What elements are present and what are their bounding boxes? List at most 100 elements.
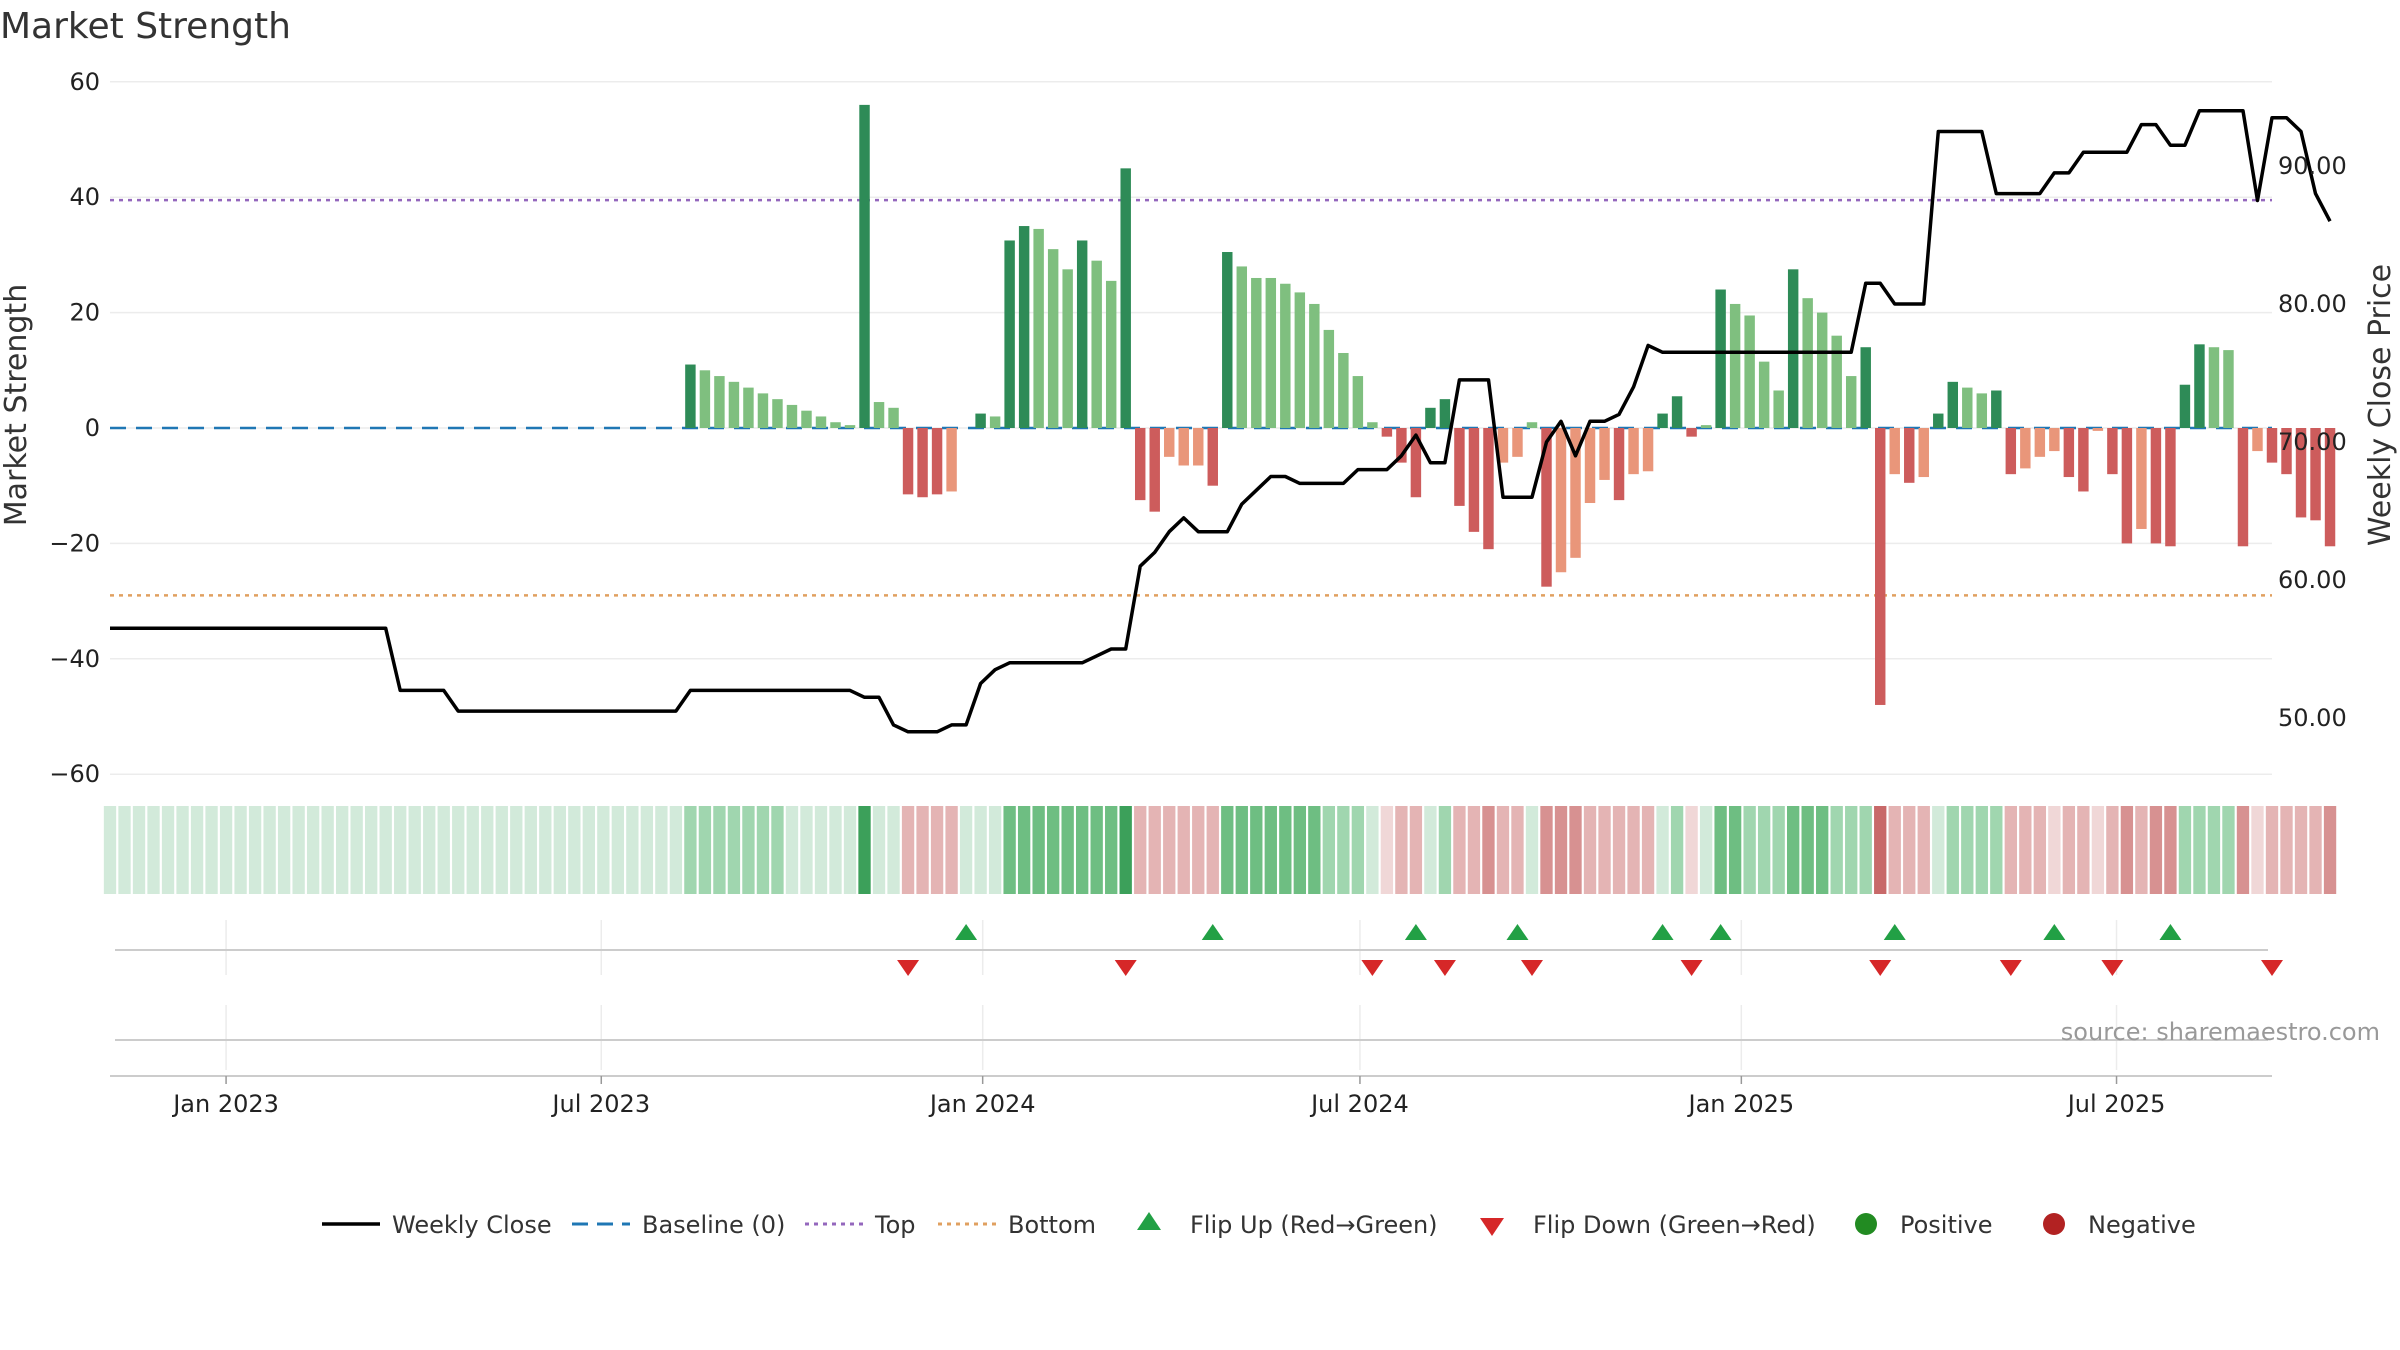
heat-cell <box>1163 806 1176 894</box>
heat-cell <box>742 806 755 894</box>
heat-cell <box>350 806 363 894</box>
strength-bar <box>1555 428 1567 573</box>
strength-bar <box>1033 228 1044 428</box>
right-tick-label: 80.00 <box>2278 290 2347 318</box>
strength-bar <box>1570 428 1581 558</box>
strength-bar <box>1904 428 1915 483</box>
strength-bar <box>699 370 711 428</box>
x-tick-label: Jan 2023 <box>171 1090 279 1118</box>
left-tick-label: 0 <box>85 414 100 442</box>
heat-cell <box>2236 806 2250 894</box>
legend-triangle-up-icon <box>1137 1212 1161 1230</box>
flip-down-marker <box>1361 960 1384 976</box>
left-axis-ticks: 60 40 20 0 −20 −40 −60 <box>49 68 100 788</box>
legend-item: Weekly Close <box>322 1211 552 1239</box>
legend-label: Positive <box>1900 1211 1993 1239</box>
strength-bar <box>1178 428 1189 466</box>
heat-cell <box>1090 806 1103 894</box>
strength-bar <box>2063 428 2075 478</box>
strength-bar <box>1265 277 1277 428</box>
heat-cell <box>1685 806 1698 894</box>
heat-cell <box>1279 806 1292 894</box>
strength-bar <box>1933 413 1944 428</box>
strength-bar <box>685 364 696 428</box>
heat-cell <box>2077 806 2090 894</box>
legend-circle-icon <box>2043 1213 2065 1235</box>
left-axis-label: Market Strength <box>0 284 34 526</box>
heat-cell <box>2033 806 2047 894</box>
heat-cell <box>684 806 697 894</box>
heat-cell <box>452 806 465 894</box>
heat-cell <box>1322 806 1336 894</box>
heat-cell <box>959 806 973 894</box>
strength-bar <box>975 413 986 428</box>
strength-bar <box>2266 428 2278 463</box>
heat-cell <box>1017 806 1031 894</box>
heat-cell <box>1366 806 1379 894</box>
strength-bar <box>1105 280 1117 428</box>
x-tick-label: Jul 2025 <box>2066 1090 2166 1118</box>
heat-cell <box>2091 806 2105 894</box>
strength-bar <box>1758 361 1770 428</box>
strength-bar <box>1613 428 1625 501</box>
heat-cell <box>2323 806 2337 894</box>
heat-cell <box>2265 806 2279 894</box>
strength-bar <box>946 428 957 492</box>
strength-bar <box>1816 312 1828 428</box>
strength-bar <box>1875 428 1886 705</box>
flip-up-marker <box>2043 924 2066 940</box>
strength-bar <box>1120 168 1131 428</box>
strength-bar <box>1512 428 1523 457</box>
heat-cell <box>916 806 929 894</box>
heat-cell <box>423 806 436 894</box>
legend-label: Negative <box>2088 1211 2196 1239</box>
heat-cell <box>2222 806 2235 894</box>
heat-cell <box>161 806 175 894</box>
heat-cell <box>843 806 857 894</box>
strength-bar <box>757 393 769 428</box>
heat-cell <box>1859 806 1872 894</box>
strength-bar <box>1584 428 1596 504</box>
right-tick-label: 50.00 <box>2278 704 2347 732</box>
heat-cell <box>335 806 349 894</box>
strength-bar <box>1236 266 1248 428</box>
heat-cell <box>524 806 537 894</box>
heat-cell <box>306 806 320 894</box>
right-tick-label: 60.00 <box>2278 566 2347 594</box>
heat-cell <box>1641 806 1655 894</box>
heat-cell <box>713 806 726 894</box>
strength-bar <box>1541 428 1552 587</box>
heat-cell <box>553 806 566 894</box>
strength-bar <box>1396 428 1407 463</box>
legend-label: Top <box>874 1211 916 1239</box>
legend-item: Top <box>805 1211 916 1239</box>
strength-bar <box>1845 376 1857 428</box>
heat-cell <box>2135 806 2148 894</box>
flip-down-marker <box>1869 960 1892 976</box>
heat-cell <box>2062 806 2076 894</box>
heat-cell <box>1482 806 1495 894</box>
heat-cell <box>1525 806 1539 894</box>
heat-cell <box>1105 806 1118 894</box>
strength-bar <box>1744 315 1755 428</box>
heat-cell <box>887 806 900 894</box>
strength-bar <box>2005 428 2017 475</box>
heat-cell <box>1743 806 1756 894</box>
heat-cell <box>365 806 378 894</box>
strength-bar <box>786 404 798 428</box>
heat-cell <box>1540 806 1553 894</box>
weekly-close-line-group <box>110 109 2332 734</box>
strength-bar <box>989 416 1001 428</box>
heat-cell <box>2004 806 2017 894</box>
heat-cell <box>1569 806 1582 894</box>
strength-bar <box>815 416 827 428</box>
heat-cell <box>1612 806 1626 894</box>
heat-cell <box>1395 806 1408 894</box>
right-axis-ticks: 90.00 80.00 70.00 60.00 50.00 <box>2278 152 2347 732</box>
strength-bar <box>1671 396 1683 428</box>
strength-bar <box>1802 298 1813 428</box>
source-credit: source: sharemaestro.com <box>2061 1018 2380 1046</box>
heat-cell <box>132 806 146 894</box>
heat-cell <box>1003 806 1016 894</box>
